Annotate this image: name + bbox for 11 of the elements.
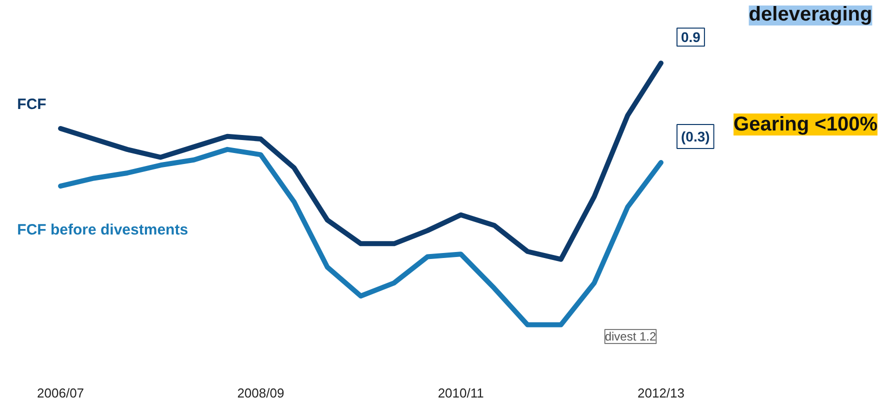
x-tick-label: 2010/11: [438, 386, 484, 400]
x-tick-label: 2012/13: [638, 386, 684, 400]
x-tick-label: 2006/07: [37, 386, 84, 400]
text: FCF before divestments: [17, 221, 188, 238]
annotation: 0.9: [680, 29, 701, 46]
x-tick-label: 2008/09: [237, 386, 284, 400]
annotation: (0.3): [680, 128, 710, 145]
text: deleveraging: [748, 4, 872, 26]
series-label: FCF: [17, 96, 46, 113]
text: Gearing <100%: [734, 114, 878, 136]
text: divest 1.2: [604, 330, 657, 344]
